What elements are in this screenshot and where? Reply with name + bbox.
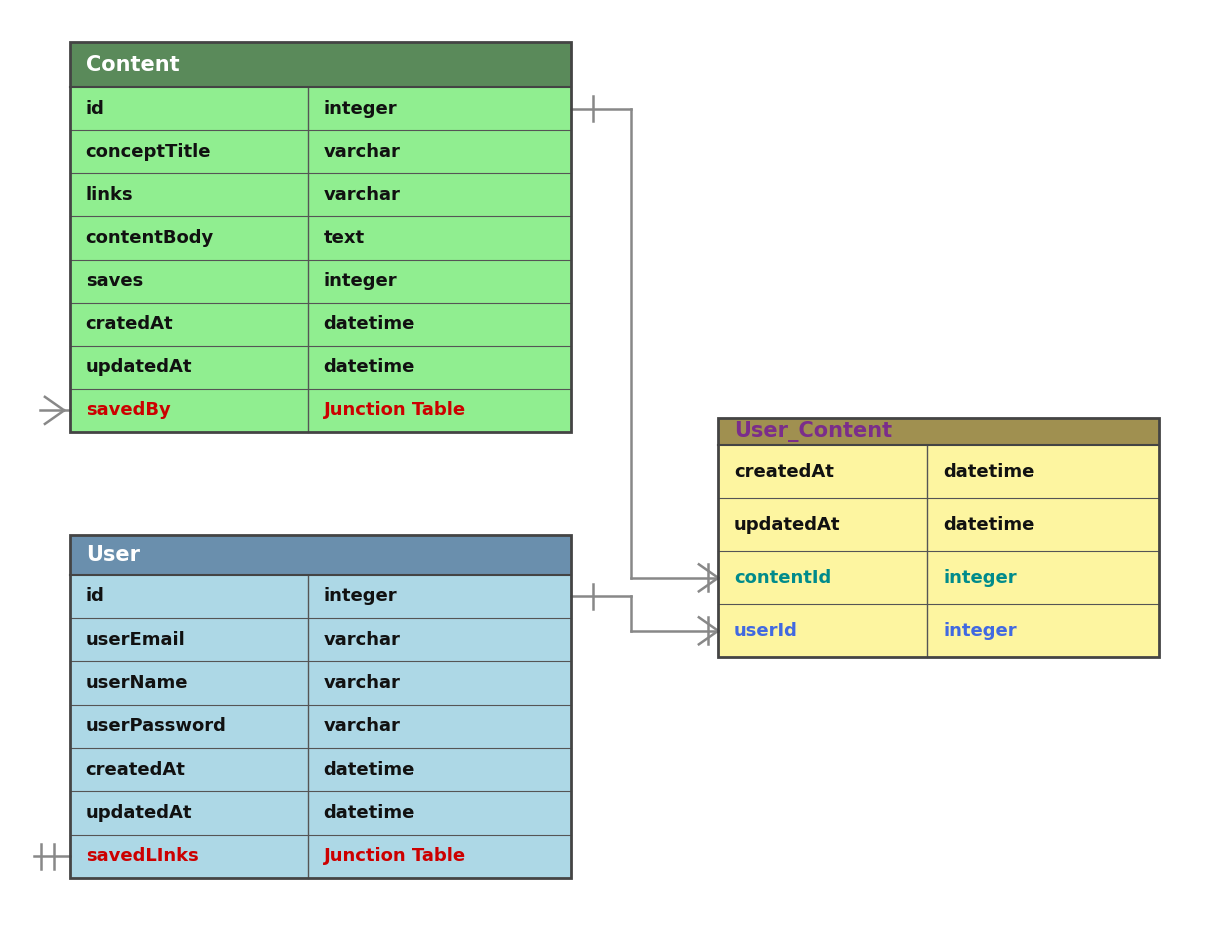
- Text: datetime: datetime: [943, 516, 1034, 534]
- Text: User_Content: User_Content: [734, 421, 892, 442]
- Text: userName: userName: [86, 674, 188, 692]
- Text: integer: integer: [323, 587, 397, 606]
- Text: saves: saves: [86, 272, 142, 290]
- Text: datetime: datetime: [323, 761, 415, 778]
- Bar: [718, 418, 1159, 445]
- Text: updatedAt: updatedAt: [86, 359, 192, 377]
- Text: updatedAt: updatedAt: [86, 804, 192, 822]
- Text: Content: Content: [86, 54, 180, 75]
- Bar: [70, 42, 571, 87]
- Text: integer: integer: [943, 622, 1016, 639]
- Text: datetime: datetime: [323, 804, 415, 822]
- Text: savedLInks: savedLInks: [86, 847, 198, 866]
- Bar: [70, 535, 571, 575]
- Text: integer: integer: [943, 569, 1016, 587]
- Bar: [718, 418, 1159, 657]
- Text: createdAt: createdAt: [734, 463, 834, 481]
- Text: createdAt: createdAt: [86, 761, 186, 778]
- Text: integer: integer: [323, 100, 397, 117]
- Text: varchar: varchar: [323, 143, 401, 161]
- Bar: [70, 535, 571, 878]
- Bar: [70, 87, 571, 432]
- Text: userId: userId: [734, 622, 798, 639]
- Text: User: User: [86, 545, 140, 565]
- Text: text: text: [323, 229, 365, 247]
- Text: Junction Table: Junction Table: [323, 847, 466, 866]
- Bar: [718, 445, 1159, 657]
- Text: id: id: [86, 587, 105, 606]
- Text: userEmail: userEmail: [86, 631, 186, 649]
- Text: updatedAt: updatedAt: [734, 516, 840, 534]
- Text: varchar: varchar: [323, 186, 401, 204]
- Text: varchar: varchar: [323, 717, 401, 735]
- Bar: [70, 42, 571, 432]
- Text: contentBody: contentBody: [86, 229, 214, 247]
- Text: savedBy: savedBy: [86, 401, 170, 420]
- Text: datetime: datetime: [323, 316, 415, 333]
- Text: contentId: contentId: [734, 569, 832, 587]
- Text: Junction Table: Junction Table: [323, 401, 466, 420]
- Text: datetime: datetime: [943, 463, 1034, 481]
- Text: datetime: datetime: [323, 359, 415, 377]
- Text: integer: integer: [323, 272, 397, 290]
- Text: cratedAt: cratedAt: [86, 316, 174, 333]
- Text: varchar: varchar: [323, 631, 401, 649]
- Text: userPassword: userPassword: [86, 717, 227, 735]
- Text: conceptTitle: conceptTitle: [86, 143, 211, 161]
- Bar: [70, 575, 571, 878]
- Text: id: id: [86, 100, 105, 117]
- Text: links: links: [86, 186, 133, 204]
- Text: varchar: varchar: [323, 674, 401, 692]
